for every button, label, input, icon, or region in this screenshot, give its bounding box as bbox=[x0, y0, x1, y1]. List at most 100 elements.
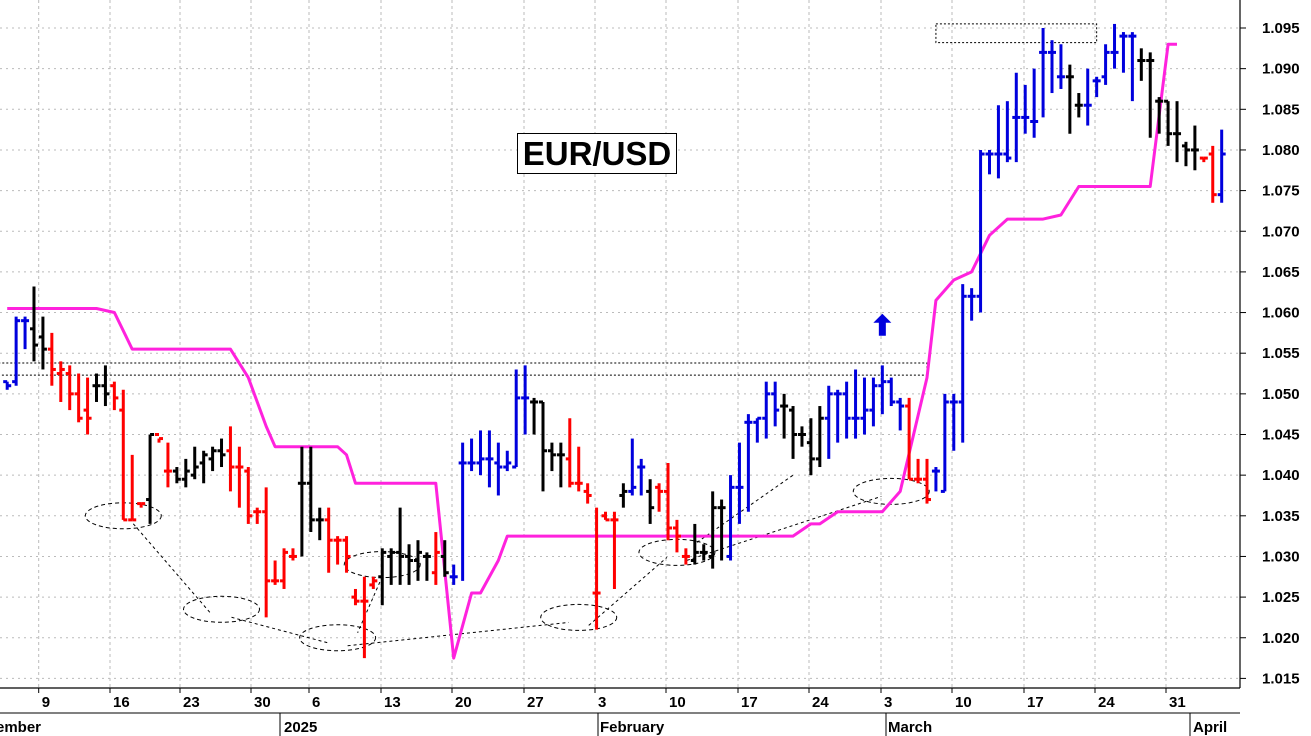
ohlc-bar bbox=[672, 519, 681, 553]
x-tick-label: 24 bbox=[812, 694, 829, 711]
ohlc-bar bbox=[342, 536, 351, 573]
ohlc-bar bbox=[476, 430, 485, 476]
ohlc-bar bbox=[958, 284, 967, 443]
ohlc-bar bbox=[592, 507, 601, 630]
ohlc-bar bbox=[271, 560, 280, 585]
ohlc-bar bbox=[137, 502, 146, 508]
ohlc-bar bbox=[405, 544, 414, 585]
ohlc-bar bbox=[38, 316, 47, 370]
x-tick-label: 30 bbox=[254, 694, 271, 711]
resistance-zone-box bbox=[0, 362, 928, 376]
x-tick-label: 9 bbox=[42, 694, 50, 711]
ohlc-bar bbox=[485, 430, 494, 488]
ohlc-bar bbox=[3, 380, 12, 390]
ohlc-bar bbox=[824, 385, 833, 459]
x-tick-label: 17 bbox=[741, 694, 758, 711]
x-tick-label: 3 bbox=[884, 694, 892, 711]
ohlc-bar bbox=[610, 511, 619, 589]
ohlc-bar bbox=[101, 365, 110, 407]
y-tick-label: 1.050 bbox=[1262, 386, 1300, 403]
y-tick-label: 1.035 bbox=[1262, 508, 1300, 525]
swing-marker-ellipse bbox=[183, 595, 261, 623]
ohlc-bar bbox=[521, 365, 530, 435]
ohlc-bar bbox=[387, 548, 396, 585]
y-tick-label: 1.055 bbox=[1262, 345, 1300, 362]
x-tick-label: 13 bbox=[384, 694, 401, 711]
ohlc-bar bbox=[1003, 101, 1012, 163]
swing-marker-ellipse bbox=[299, 624, 377, 652]
y-tick-label: 1.080 bbox=[1262, 142, 1300, 159]
ohlc-bar bbox=[306, 446, 315, 533]
swing-trendline bbox=[357, 576, 383, 633]
ohlc-bar bbox=[967, 288, 976, 321]
ohlc-bar bbox=[146, 433, 155, 524]
month-label: ember bbox=[0, 719, 41, 736]
ohlc-bar bbox=[628, 438, 637, 496]
ohlc-bar bbox=[1021, 84, 1030, 134]
ohlc-bar bbox=[351, 588, 360, 606]
ohlc-bar bbox=[565, 418, 574, 488]
ohlc-bar bbox=[601, 511, 610, 522]
ohlc-bar bbox=[1092, 76, 1101, 98]
ohlc-bar bbox=[431, 532, 440, 585]
ohlc-bar bbox=[1119, 32, 1128, 73]
ohlc-bar bbox=[708, 491, 717, 569]
swing-trendline bbox=[588, 557, 668, 626]
ohlc-bar bbox=[360, 576, 369, 659]
ohlc-bar bbox=[74, 373, 83, 423]
ohlc-bar bbox=[155, 433, 164, 443]
ohlc-bar bbox=[860, 377, 869, 435]
resistance-zones bbox=[0, 23, 1098, 376]
ohlc-bar bbox=[1217, 129, 1226, 203]
ohlc-bar bbox=[681, 548, 690, 565]
y-tick-label: 1.065 bbox=[1262, 264, 1300, 281]
ohlc-bar bbox=[315, 507, 324, 541]
ohlc-bar bbox=[512, 369, 521, 469]
ohlc-bar bbox=[851, 369, 860, 439]
ohlc-bar bbox=[1030, 68, 1039, 138]
x-tick-label: 27 bbox=[527, 694, 544, 711]
ohlc-bar bbox=[65, 365, 74, 411]
swing-marker-ellipse bbox=[540, 603, 618, 631]
y-tick-label: 1.025 bbox=[1262, 589, 1300, 606]
ohlc-bar bbox=[780, 393, 789, 439]
ohlc-bar bbox=[976, 149, 985, 313]
ohlc-bar bbox=[905, 397, 914, 481]
ohlc-bar bbox=[530, 397, 539, 435]
month-label: March bbox=[888, 719, 932, 736]
ohlc-bar bbox=[1137, 48, 1146, 81]
x-tick-label: 23 bbox=[183, 694, 200, 711]
x-tick-label: 6 bbox=[312, 694, 320, 711]
ohlc-bar bbox=[56, 361, 65, 402]
ohlc-bar bbox=[422, 552, 431, 581]
ohlc-bar bbox=[815, 406, 824, 468]
ohlc-bar bbox=[199, 450, 208, 484]
ohlc-bar bbox=[163, 442, 172, 488]
ohlc-bar bbox=[288, 548, 297, 561]
ohlc-bar bbox=[29, 286, 38, 362]
ohlc-bar bbox=[547, 442, 556, 472]
ohlc-bar bbox=[753, 416, 762, 443]
ohlc-bar bbox=[1208, 145, 1217, 203]
ohlc-bar bbox=[1048, 40, 1057, 94]
x-tick-label: 20 bbox=[455, 694, 472, 711]
ohlc-bar bbox=[931, 467, 940, 492]
signal-arrow bbox=[873, 313, 892, 336]
ohlc-bar bbox=[744, 414, 753, 512]
ohlc-bar bbox=[762, 381, 771, 439]
ohlc-bar bbox=[869, 377, 878, 427]
swing-trendline bbox=[686, 495, 882, 561]
y-tick-label: 1.085 bbox=[1262, 101, 1300, 118]
up-arrow-icon bbox=[873, 313, 892, 336]
ohlc-bar bbox=[574, 446, 583, 492]
swing-marker-ellipse bbox=[852, 477, 930, 505]
ohlc-bar bbox=[1110, 23, 1119, 69]
ohlc-bar bbox=[467, 438, 476, 472]
y-tick-label: 1.070 bbox=[1262, 223, 1300, 240]
ohlc-bar bbox=[494, 442, 503, 496]
ohlc-bar bbox=[1173, 101, 1182, 163]
ohlc-bar bbox=[985, 149, 994, 175]
ohlc-bar bbox=[940, 393, 949, 493]
ohlc-bar bbox=[1039, 28, 1048, 118]
